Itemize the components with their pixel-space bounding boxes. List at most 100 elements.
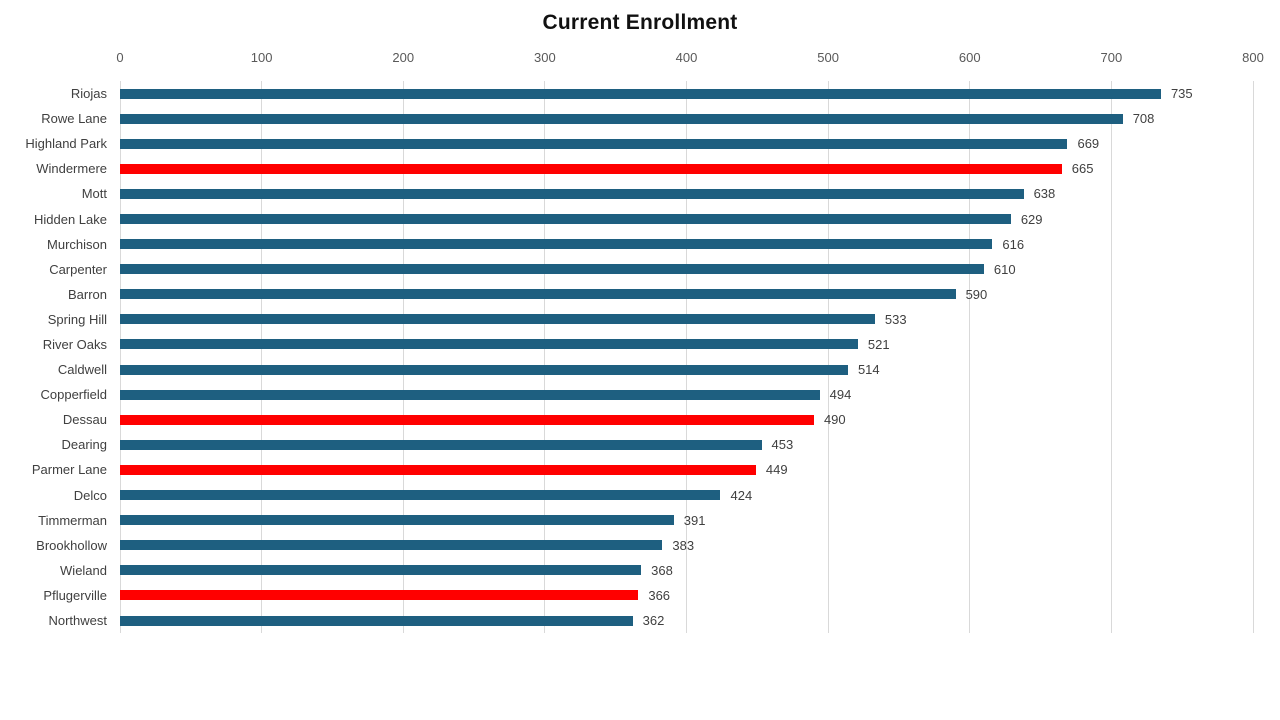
bar-row: 638	[120, 181, 1253, 206]
category-label: Dessau	[62, 412, 107, 428]
bar	[120, 615, 633, 626]
bar-row: 616	[120, 232, 1253, 257]
bar-row: 362	[120, 608, 1253, 633]
category-label: Dearing	[61, 437, 107, 453]
bar	[120, 188, 1024, 199]
chart-title: Current Enrollment	[542, 11, 738, 34]
bar-row: 533	[120, 307, 1253, 332]
x-axis-ticks: 0 100 200 300 400 500 600 700 800	[116, 50, 1263, 68]
bar-row: 424	[120, 483, 1253, 508]
value-label: 708	[1132, 111, 1155, 127]
bar-row: 391	[120, 508, 1253, 533]
x-tick-label: 200	[392, 50, 415, 65]
value-label: 665	[1071, 161, 1094, 177]
gridline	[261, 81, 263, 633]
bar-row: 521	[120, 332, 1253, 357]
value-label: 453	[771, 437, 794, 453]
value-label: 521	[867, 336, 890, 352]
bar-highlighted	[120, 163, 1062, 174]
bar	[120, 113, 1123, 124]
x-tick-label: 100	[250, 50, 273, 65]
bar	[120, 364, 848, 375]
category-label: Wieland	[60, 562, 107, 578]
bar-row: 735	[120, 81, 1253, 106]
x-tick-label: 600	[958, 50, 981, 65]
value-label: 669	[1077, 136, 1100, 152]
category-label: Highland Park	[25, 136, 107, 152]
bar	[120, 515, 674, 526]
category-label: Spring Hill	[47, 311, 107, 327]
x-tick-label: 800	[1242, 50, 1264, 65]
bar-row: 514	[120, 357, 1253, 382]
bar-row: 368	[120, 558, 1253, 583]
value-label: 449	[765, 462, 788, 478]
bar-row: 490	[120, 407, 1253, 432]
gridline	[686, 81, 687, 633]
bar-highlighted	[120, 414, 814, 425]
bar	[120, 314, 875, 325]
category-label: Delco	[73, 487, 107, 503]
category-label: Parmer Lane	[31, 462, 107, 478]
bar	[120, 339, 858, 350]
value-label: 735	[1170, 86, 1193, 102]
category-label: Riojas	[70, 86, 107, 102]
value-label: 514	[857, 362, 880, 378]
value-label: 590	[965, 286, 988, 302]
bar-row: 708	[120, 106, 1253, 131]
gridline	[1110, 81, 1112, 633]
category-label: River Oaks	[42, 336, 107, 352]
bar	[120, 214, 1011, 225]
bar-rows: 735 708 669 665 638 629 616 610 590 533 521 514 494 4…	[120, 81, 1253, 633]
gridline	[119, 81, 121, 633]
bar	[120, 289, 956, 300]
gridline	[827, 81, 829, 633]
gridline	[402, 81, 404, 633]
category-label: Brookhollow	[36, 537, 107, 553]
category-label: Hidden Lake	[34, 211, 107, 227]
value-label: 638	[1033, 186, 1056, 202]
bar-row: 453	[120, 432, 1253, 457]
value-label: 494	[829, 387, 852, 403]
category-label: Northwest	[48, 613, 107, 629]
value-label: 362	[642, 613, 665, 629]
value-label: 616	[1002, 236, 1025, 252]
bar-row: 383	[120, 533, 1253, 558]
bar-row: 590	[120, 282, 1253, 307]
bar-row: 629	[120, 206, 1253, 231]
category-label: Pflugerville	[43, 587, 107, 603]
category-label: Timmerman	[38, 512, 107, 528]
bar-row: 494	[120, 382, 1253, 407]
x-tick-label: 500	[817, 50, 839, 65]
value-label: 366	[648, 587, 671, 603]
value-label: 383	[672, 537, 695, 553]
y-axis-category-labels: Riojas Rowe Lane Highland Park Windermere Mo…	[0, 81, 107, 633]
gridline	[969, 81, 971, 633]
bar-row: 366	[120, 583, 1253, 608]
gridline	[544, 81, 546, 633]
bar	[120, 490, 721, 501]
value-label: 533	[884, 311, 907, 327]
bar-row: 669	[120, 131, 1253, 156]
category-label: Mott	[81, 186, 107, 202]
bar	[120, 239, 993, 250]
x-tick-label: 0	[116, 50, 124, 65]
category-label: Caldwell	[57, 362, 107, 378]
category-label: Copperfield	[40, 387, 108, 403]
bar-row: 449	[120, 457, 1253, 482]
category-label: Windermere	[36, 161, 107, 177]
category-label: Carpenter	[49, 261, 107, 277]
value-label: 368	[651, 562, 673, 578]
bar-highlighted	[120, 590, 639, 601]
value-label: 391	[683, 512, 706, 528]
bar	[120, 540, 663, 551]
value-label: 610	[993, 261, 1016, 277]
bar-row: 610	[120, 257, 1253, 282]
x-tick-label: 300	[534, 50, 556, 65]
bar	[120, 439, 762, 450]
value-label: 424	[730, 487, 753, 503]
x-tick-label: 400	[675, 50, 698, 65]
category-label: Barron	[67, 286, 107, 302]
category-label: Rowe Lane	[41, 111, 107, 127]
bar	[120, 565, 642, 576]
bar	[120, 389, 820, 400]
